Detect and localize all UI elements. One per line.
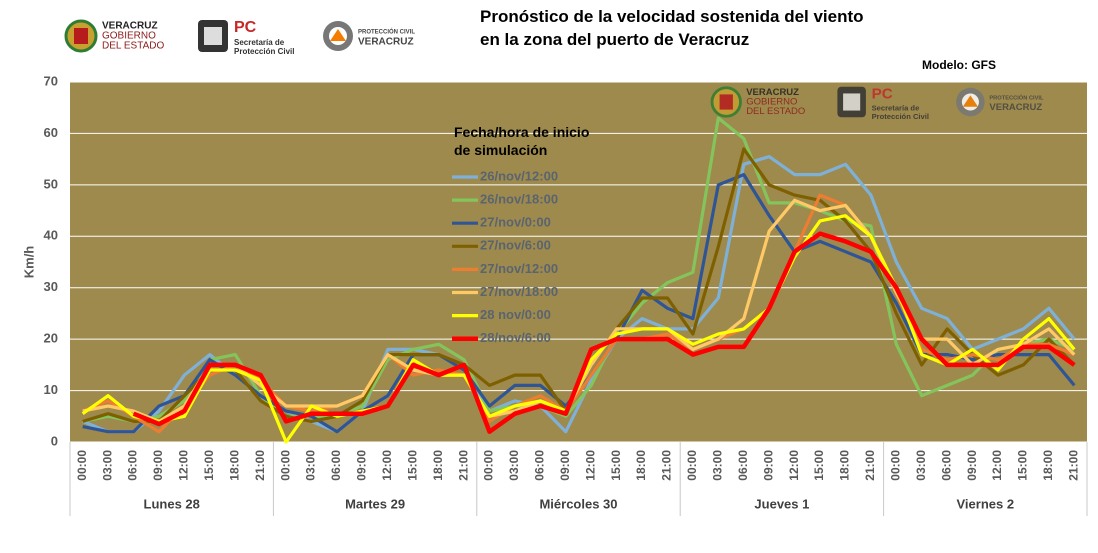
legend-label: 28 nov/0:00 (480, 307, 551, 322)
x-tick-label: 06:00 (126, 450, 140, 481)
x-tick-label: 00:00 (278, 450, 292, 481)
x-tick-label: 09:00 (355, 450, 369, 481)
x-tick-label: 15:00 (812, 450, 826, 481)
series-line (132, 231, 1076, 434)
legend-label: 27/nov/12:00 (480, 261, 558, 276)
logo-emblem (719, 94, 733, 110)
logo-emblem (843, 93, 861, 111)
x-tick-label: 18:00 (838, 450, 852, 481)
x-tick-label: 18:00 (227, 450, 241, 481)
x-tick-label: 03:00 (914, 450, 928, 481)
x-tick-label: 00:00 (75, 450, 89, 481)
x-tick-label: 09:00 (558, 450, 572, 481)
legend-title-line: de simulación (454, 142, 547, 158)
logo-emblem (962, 95, 978, 107)
x-tick-label: 00:00 (888, 450, 902, 481)
logo-text: PC (234, 19, 257, 36)
legend-label: 27/nov/0:00 (480, 215, 551, 230)
x-tick-label: 18:00 (431, 450, 445, 481)
y-tick-label: 20 (44, 331, 58, 346)
x-tick-label: 21:00 (253, 450, 267, 481)
x-tick-label: 06:00 (533, 450, 547, 481)
legend-label: 26/nov/12:00 (480, 168, 558, 183)
x-tick-label: 03:00 (100, 450, 114, 481)
subtitle: Modelo: GFS (922, 58, 996, 72)
logo-text: VERACRUZ (102, 21, 158, 32)
logo-text: DEL ESTADO (746, 106, 805, 117)
x-tick-label: 12:00 (177, 450, 191, 481)
y-tick-label: 0 (51, 433, 58, 448)
x-tick-label: 15:00 (202, 450, 216, 481)
x-tick-label: 06:00 (736, 450, 750, 481)
x-tick-label: 12:00 (990, 450, 1004, 481)
x-tick-label: 00:00 (685, 450, 699, 481)
logo-emblem (204, 27, 222, 45)
y-tick-label: 10 (44, 382, 58, 397)
x-tick-label: 09:00 (151, 450, 165, 481)
legend-label: 26/nov/18:00 (480, 192, 558, 207)
x-tick-label: 09:00 (965, 450, 979, 481)
x-tick-label: 00:00 (482, 450, 496, 481)
day-label: Martes 29 (345, 496, 405, 511)
day-label: Viernes 2 (957, 496, 1015, 511)
x-tick-label: 18:00 (634, 450, 648, 481)
x-tick-label: 18:00 (1041, 450, 1055, 481)
x-tick-label: 21:00 (456, 450, 470, 481)
logo-text: VERACRUZ (746, 87, 799, 98)
legend-title: Fecha/hora de inicio de simulación (454, 124, 589, 158)
logo-text: VERACRUZ (358, 37, 414, 48)
day-label: Lunes 28 (144, 496, 200, 511)
logo-emblem (330, 29, 346, 41)
y-tick-label: 40 (44, 228, 58, 243)
legend-label: 28/nov/6:00 (480, 330, 551, 345)
y-tick-label: 60 (44, 125, 58, 140)
logo-text: PROTECCIÓN CIVIL (989, 94, 1044, 102)
logo-text: VERACRUZ (989, 102, 1042, 113)
x-tick-label: 15:00 (609, 450, 623, 481)
chart-title: Pronóstico de la velocidad sostenida del… (480, 7, 864, 49)
legend-label: 27/nov/18:00 (480, 284, 558, 299)
logo-text: PC (872, 85, 893, 102)
logo-text: Protección Civil (872, 112, 929, 121)
x-tick-label: 12:00 (583, 450, 597, 481)
x-tick-label: 12:00 (787, 450, 801, 481)
logo-text: GOBIERNO (746, 97, 797, 108)
day-label: Miércoles 30 (539, 496, 617, 511)
x-tick-label: 12:00 (380, 450, 394, 481)
logo-text: DEL ESTADO (102, 41, 164, 52)
x-tick-label: 21:00 (660, 450, 674, 481)
x-tick-label: 03:00 (507, 450, 521, 481)
y-axis-label: Km/h (21, 246, 36, 279)
legend-label: 27/nov/6:00 (480, 238, 551, 253)
logo-text: Protección Civil (234, 47, 294, 56)
y-tick-label: 30 (44, 279, 58, 294)
y-tick-label: 50 (44, 176, 58, 191)
x-tick-label: 21:00 (1066, 450, 1080, 481)
legend-title-line: Fecha/hora de inicio (454, 124, 589, 140)
logo-emblem (74, 28, 88, 44)
logo-text: GOBIERNO (102, 31, 156, 42)
x-tick-label: 09:00 (761, 450, 775, 481)
x-tick-label: 21:00 (863, 450, 877, 481)
x-tick-label: 06:00 (939, 450, 953, 481)
logo-text: Secretaría de (234, 38, 285, 47)
logo-text: Secretaría de (872, 104, 920, 113)
x-tick-label: 15:00 (1016, 450, 1030, 481)
day-label: Jueves 1 (754, 496, 809, 511)
y-tick-label: 70 (44, 73, 58, 88)
x-tick-label: 03:00 (304, 450, 318, 481)
x-tick-label: 06:00 (329, 450, 343, 481)
x-tick-label: 15:00 (405, 450, 419, 481)
x-tick-label: 03:00 (711, 450, 725, 481)
logo-text: PROTECCIÓN CIVIL (358, 28, 415, 36)
